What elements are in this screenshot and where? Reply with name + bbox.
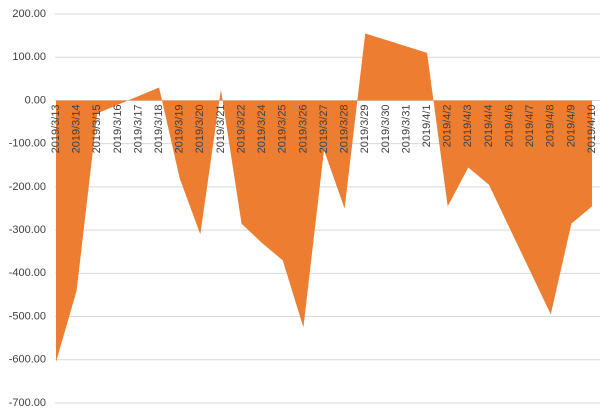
y-tick-label: 200.00 (12, 8, 46, 20)
x-tick-label: 2019/4/8 (545, 104, 557, 147)
x-tick-label: 2019/3/31 (400, 104, 412, 153)
x-tick-label: 2019/3/15 (91, 104, 103, 153)
y-tick-label: -300.00 (9, 224, 46, 236)
y-tick-label: -600.00 (9, 354, 46, 366)
x-tick-label: 2019/4/7 (524, 104, 536, 147)
x-tick-label: 2019/3/27 (318, 104, 330, 153)
x-tick-label: 2019/4/10 (586, 104, 598, 153)
y-tick-label: 0.00 (25, 94, 46, 106)
y-tick-label: -700.00 (9, 397, 46, 409)
x-tick-label: 2019/3/16 (112, 104, 124, 153)
x-tick-label: 2019/3/18 (153, 104, 165, 153)
y-tick-label: -200.00 (9, 181, 46, 193)
x-tick-label: 2019/4/6 (503, 104, 515, 147)
y-tick-label: -500.00 (9, 310, 46, 322)
x-tick-label: 2019/3/13 (50, 104, 62, 153)
x-tick-label: 2019/4/4 (483, 104, 495, 147)
y-tick-label: -400.00 (9, 267, 46, 279)
x-tick-label: 2019/3/30 (380, 104, 392, 153)
x-tick-label: 2019/4/9 (565, 104, 577, 147)
x-tick-label: 2019/3/20 (194, 104, 206, 153)
x-tick-label: 2019/3/29 (359, 104, 371, 153)
x-tick-label: 2019/4/3 (462, 104, 474, 147)
x-tick-label: 2019/3/25 (277, 104, 289, 153)
x-tick-label: 2019/3/22 (235, 104, 247, 153)
x-tick-label: 2019/3/24 (256, 104, 268, 153)
x-tick-label: 2019/4/2 (442, 104, 454, 147)
x-tick-label: 2019/3/28 (339, 104, 351, 153)
x-tick-label: 2019/3/19 (174, 104, 186, 153)
x-tick-label: 2019/3/14 (71, 104, 83, 153)
area (56, 33, 592, 362)
x-tick-label: 2019/3/21 (215, 104, 227, 153)
x-tick-label: 2019/3/17 (132, 104, 144, 153)
y-tick-label: 100.00 (12, 51, 46, 63)
x-tick-label: 2019/4/1 (421, 104, 433, 147)
x-tick-label: 2019/3/26 (297, 104, 309, 153)
y-tick-label: -100.00 (9, 138, 46, 150)
